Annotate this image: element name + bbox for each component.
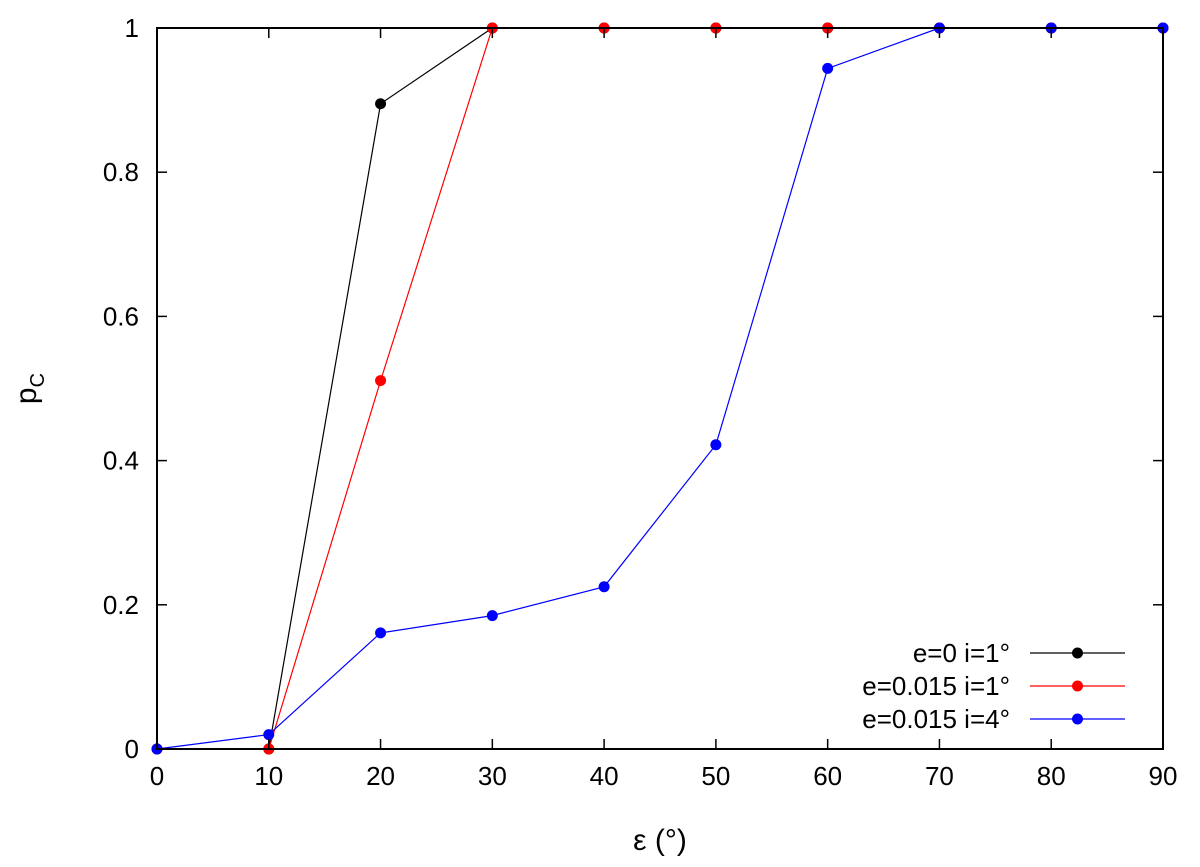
x-axis-title: ε (°) — [633, 824, 687, 857]
ticks-layer: 0 10 20 30 40 50 60 70 80 90 0 0.2 0.4 0.6 0.8 1 — [103, 13, 1178, 791]
legend-label: e=0.015 i=4° — [862, 704, 1010, 734]
y-tick-label: 0.6 — [103, 301, 139, 331]
y-tick-label: 1 — [125, 13, 139, 43]
x-tick-label: 30 — [478, 761, 507, 791]
series-line-1 — [157, 27, 1163, 750]
y-tick-label: 0.8 — [103, 157, 139, 187]
y-tick-label: 0.2 — [103, 590, 139, 620]
legend-label: e=0.015 i=1° — [862, 671, 1010, 701]
y-tick-label: 0 — [125, 734, 139, 764]
legend-marker — [1072, 680, 1083, 692]
x-tick-label: 0 — [150, 761, 164, 791]
legend: e=0 i=1°e=0.015 i=1°e=0.015 i=4° — [862, 638, 1125, 734]
series-line-2 — [157, 27, 1163, 750]
plot-frame — [156, 27, 1164, 750]
series-3-point — [375, 627, 387, 639]
x-tick-label: 50 — [701, 761, 730, 791]
series-3-point — [263, 729, 275, 741]
x-tick-label: 40 — [590, 761, 619, 791]
x-tick-label: 60 — [813, 761, 842, 791]
series-3-point — [822, 62, 834, 74]
series-layer — [151, 22, 1169, 755]
y-axis-title-subscript: C — [27, 373, 49, 387]
x-tick-label: 10 — [254, 761, 283, 791]
series-line-3 — [156, 27, 1163, 750]
legend-label: e=0 i=1° — [913, 638, 1010, 668]
legend-marker — [1072, 647, 1083, 659]
y-tick-label: 0.4 — [103, 446, 139, 476]
x-tick-label: 20 — [366, 761, 395, 791]
x-tick-label: 70 — [925, 761, 954, 791]
x-tick-label: 90 — [1149, 761, 1178, 791]
y-axis-title: pC — [10, 373, 49, 404]
series-1-point — [375, 98, 387, 110]
series-3-point — [710, 439, 722, 451]
series-2-point — [375, 375, 387, 387]
legend-marker — [1072, 713, 1083, 725]
x-tick-label: 80 — [1037, 761, 1066, 791]
series-3-point — [486, 610, 498, 622]
series-3-point — [598, 581, 610, 593]
y-axis-title-main: p — [10, 387, 43, 404]
